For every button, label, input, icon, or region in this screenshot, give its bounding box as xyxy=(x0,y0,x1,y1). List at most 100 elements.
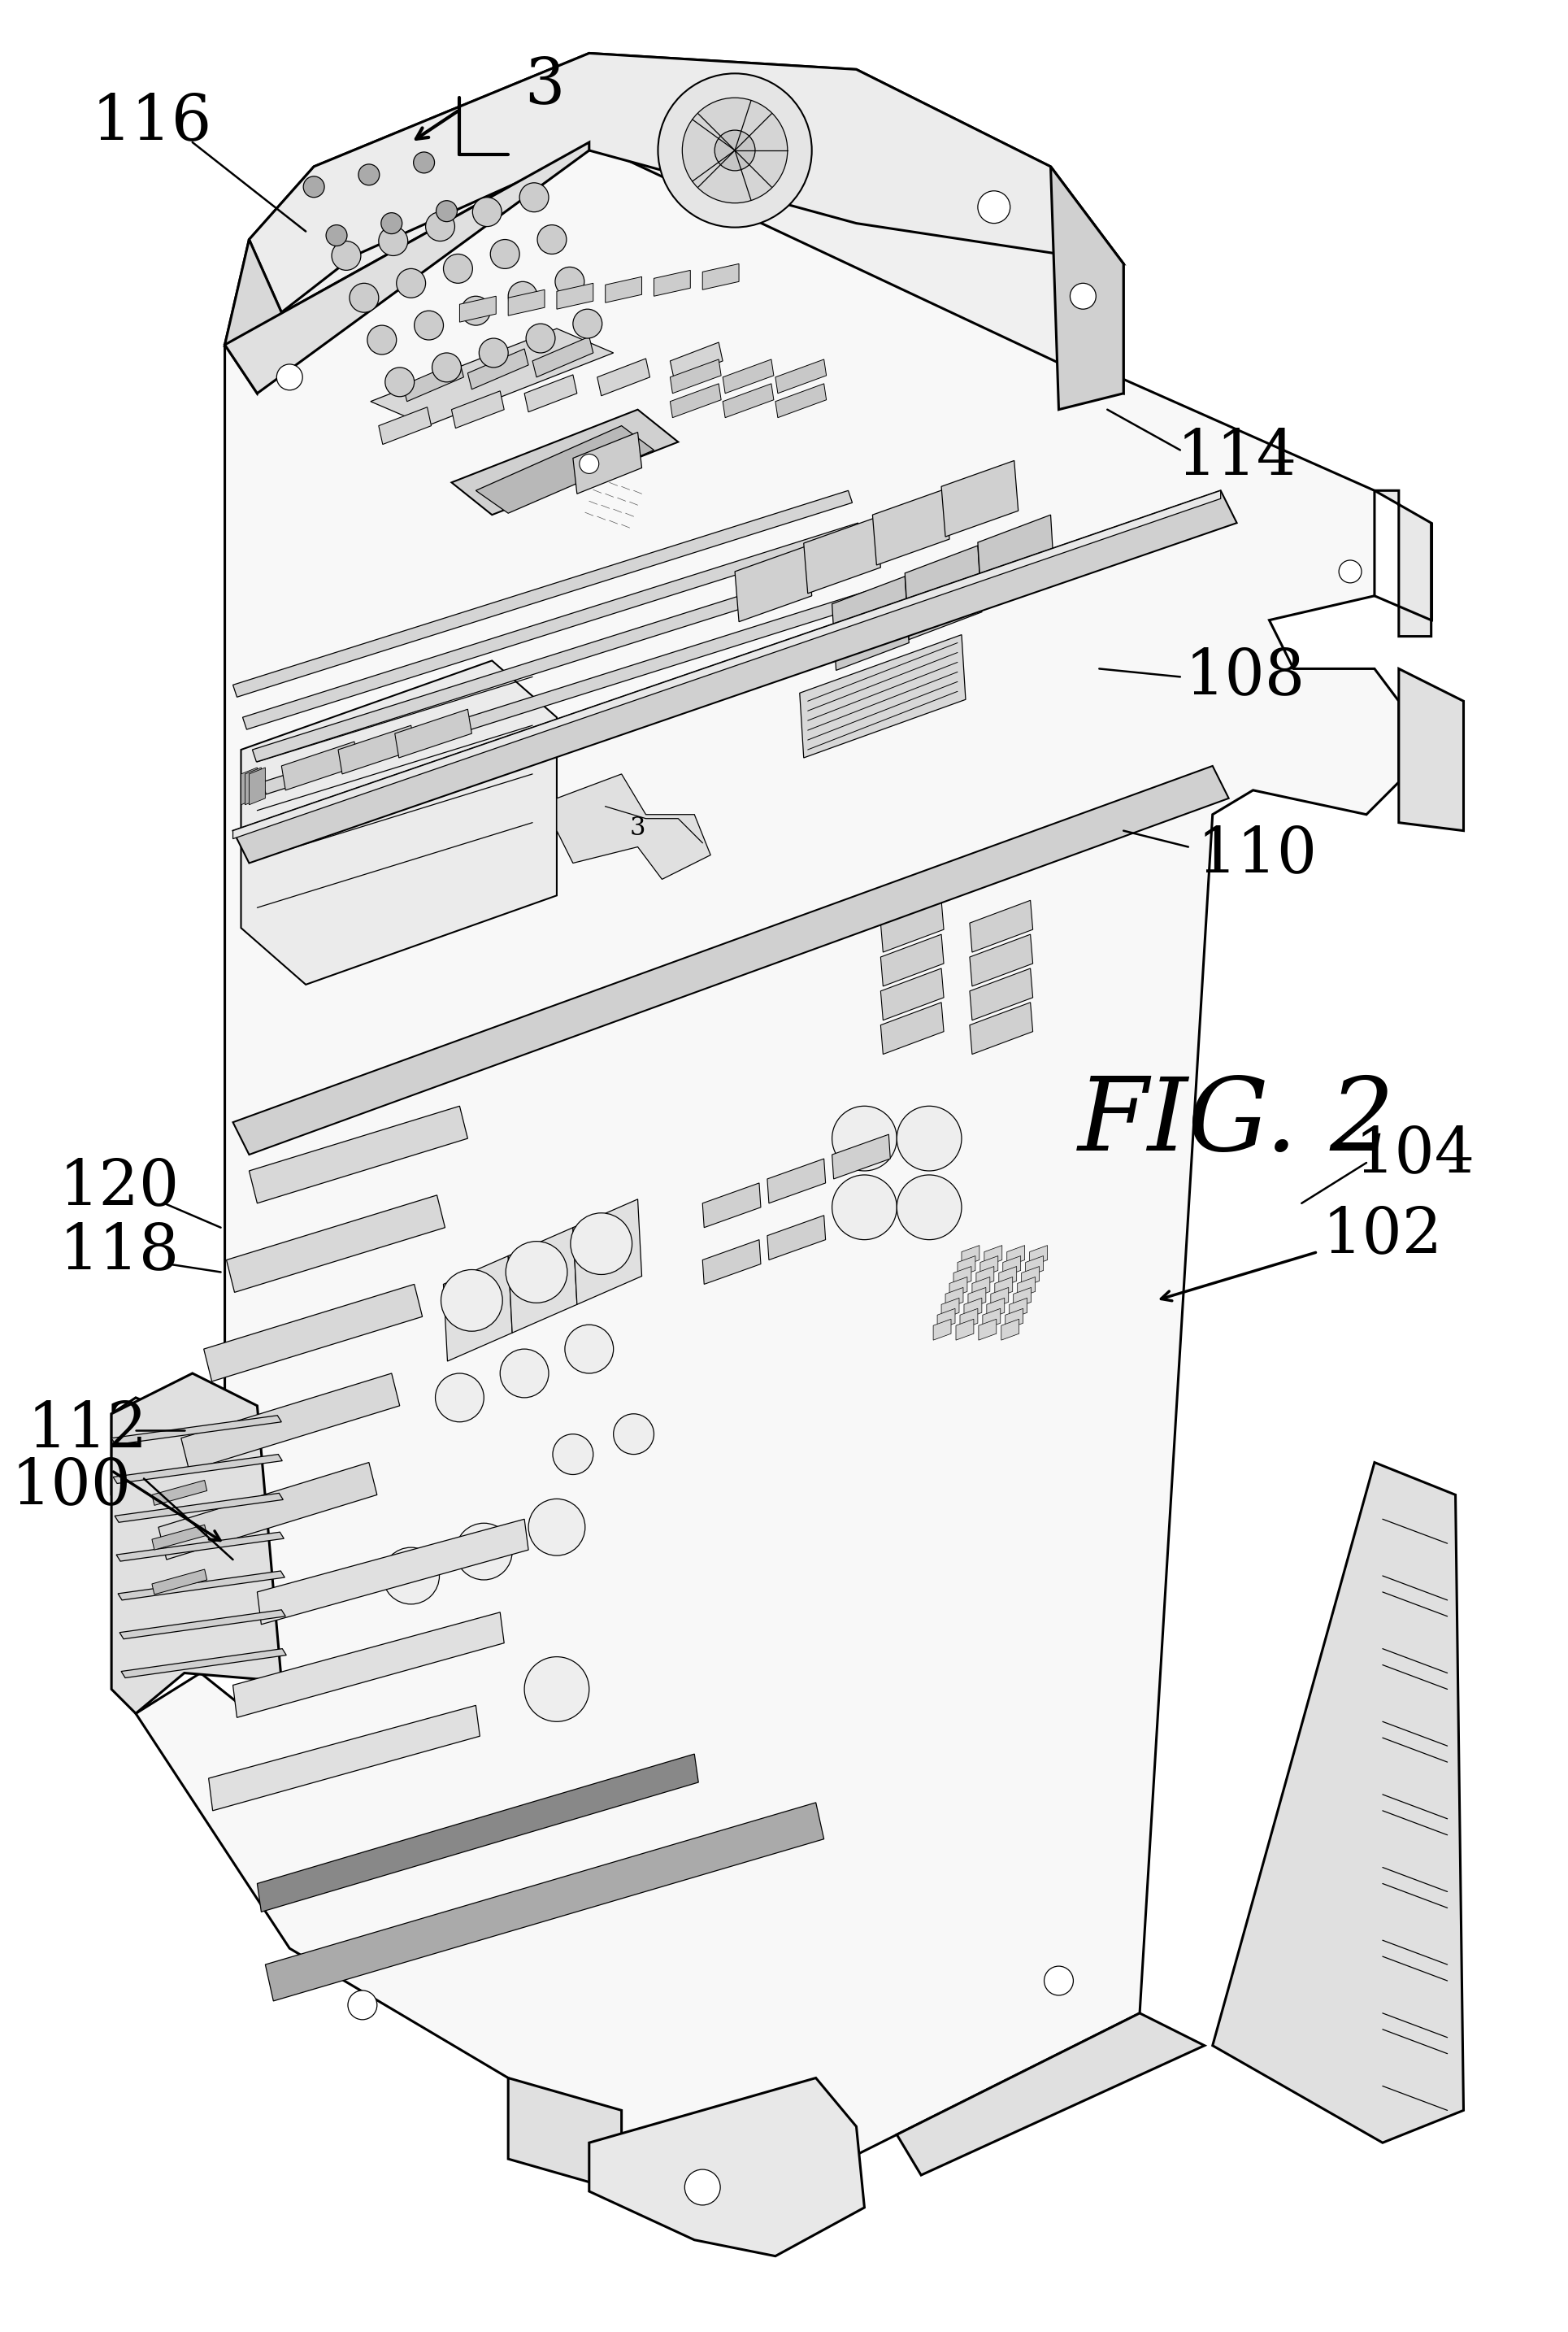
Polygon shape xyxy=(702,1182,760,1227)
Polygon shape xyxy=(118,1572,285,1600)
Polygon shape xyxy=(224,142,590,394)
Polygon shape xyxy=(508,1227,577,1334)
Circle shape xyxy=(472,198,502,226)
Polygon shape xyxy=(597,359,649,396)
Text: 118: 118 xyxy=(60,1222,180,1283)
Polygon shape xyxy=(967,1287,986,1308)
Circle shape xyxy=(500,1348,549,1397)
Circle shape xyxy=(552,1434,593,1474)
Circle shape xyxy=(897,1105,961,1171)
Circle shape xyxy=(303,177,325,198)
Polygon shape xyxy=(249,1105,467,1203)
Polygon shape xyxy=(234,490,1220,840)
Polygon shape xyxy=(960,1308,978,1329)
Polygon shape xyxy=(249,767,265,805)
Polygon shape xyxy=(670,385,721,417)
Circle shape xyxy=(538,224,566,254)
Polygon shape xyxy=(983,1308,1000,1329)
Circle shape xyxy=(833,1105,897,1171)
Polygon shape xyxy=(1004,1257,1021,1278)
Circle shape xyxy=(833,1175,897,1241)
Polygon shape xyxy=(872,490,950,564)
Polygon shape xyxy=(265,1803,823,2001)
Polygon shape xyxy=(1212,1462,1463,2143)
Text: 116: 116 xyxy=(91,91,212,154)
Circle shape xyxy=(326,224,347,245)
Polygon shape xyxy=(257,1754,698,1912)
Circle shape xyxy=(414,310,444,340)
Polygon shape xyxy=(1021,1266,1040,1287)
Polygon shape xyxy=(452,410,679,515)
Polygon shape xyxy=(980,1257,997,1278)
Polygon shape xyxy=(395,709,472,758)
Polygon shape xyxy=(1018,1278,1035,1299)
Polygon shape xyxy=(956,1320,974,1341)
Polygon shape xyxy=(241,767,257,805)
Circle shape xyxy=(350,282,378,312)
Polygon shape xyxy=(1051,166,1124,410)
Polygon shape xyxy=(978,515,1055,609)
Polygon shape xyxy=(572,431,641,494)
Circle shape xyxy=(436,1374,485,1423)
Polygon shape xyxy=(804,518,881,592)
Polygon shape xyxy=(252,555,872,763)
Polygon shape xyxy=(557,774,710,879)
Circle shape xyxy=(685,2169,720,2206)
Polygon shape xyxy=(1007,1245,1025,1266)
Polygon shape xyxy=(241,660,557,984)
Polygon shape xyxy=(339,725,416,774)
Polygon shape xyxy=(969,1003,1033,1054)
Circle shape xyxy=(444,254,472,282)
Circle shape xyxy=(508,282,538,310)
Polygon shape xyxy=(467,350,528,389)
Circle shape xyxy=(1339,560,1361,583)
Polygon shape xyxy=(977,1266,994,1287)
Polygon shape xyxy=(116,1532,284,1560)
Text: FIG. 2: FIG. 2 xyxy=(1079,1073,1396,1171)
Circle shape xyxy=(571,1213,632,1276)
Text: 110: 110 xyxy=(1196,823,1317,886)
Circle shape xyxy=(441,1269,502,1332)
Text: 102: 102 xyxy=(1322,1206,1443,1266)
Polygon shape xyxy=(941,1299,960,1320)
Polygon shape xyxy=(508,2078,621,2192)
Polygon shape xyxy=(224,240,282,394)
Circle shape xyxy=(682,98,787,203)
Polygon shape xyxy=(257,1518,528,1625)
Polygon shape xyxy=(775,385,826,417)
Polygon shape xyxy=(670,343,723,380)
Circle shape xyxy=(491,240,519,268)
Polygon shape xyxy=(378,408,431,445)
Circle shape xyxy=(1044,1966,1074,1996)
Polygon shape xyxy=(111,142,1399,2192)
Polygon shape xyxy=(1025,1257,1043,1278)
Circle shape xyxy=(383,1548,439,1604)
Polygon shape xyxy=(999,1266,1016,1287)
Circle shape xyxy=(359,163,379,184)
Circle shape xyxy=(506,1241,568,1304)
Polygon shape xyxy=(114,1492,284,1523)
Polygon shape xyxy=(969,900,1033,951)
Polygon shape xyxy=(767,1159,826,1203)
Polygon shape xyxy=(670,359,721,394)
Polygon shape xyxy=(969,968,1033,1019)
Polygon shape xyxy=(1013,1287,1032,1308)
Circle shape xyxy=(897,1175,961,1241)
Polygon shape xyxy=(234,490,1237,863)
Circle shape xyxy=(564,1325,613,1374)
Polygon shape xyxy=(245,767,262,805)
Polygon shape xyxy=(958,1257,975,1278)
Polygon shape xyxy=(833,1133,891,1180)
Circle shape xyxy=(519,182,549,212)
Text: 100: 100 xyxy=(11,1455,132,1518)
Polygon shape xyxy=(933,1320,952,1341)
Polygon shape xyxy=(119,1609,285,1639)
Polygon shape xyxy=(475,427,654,513)
Polygon shape xyxy=(1002,1320,1019,1341)
Circle shape xyxy=(433,352,461,382)
Polygon shape xyxy=(121,1649,287,1677)
Polygon shape xyxy=(249,54,1124,312)
Text: 104: 104 xyxy=(1355,1124,1475,1185)
Polygon shape xyxy=(994,1278,1013,1299)
Polygon shape xyxy=(986,1299,1005,1320)
